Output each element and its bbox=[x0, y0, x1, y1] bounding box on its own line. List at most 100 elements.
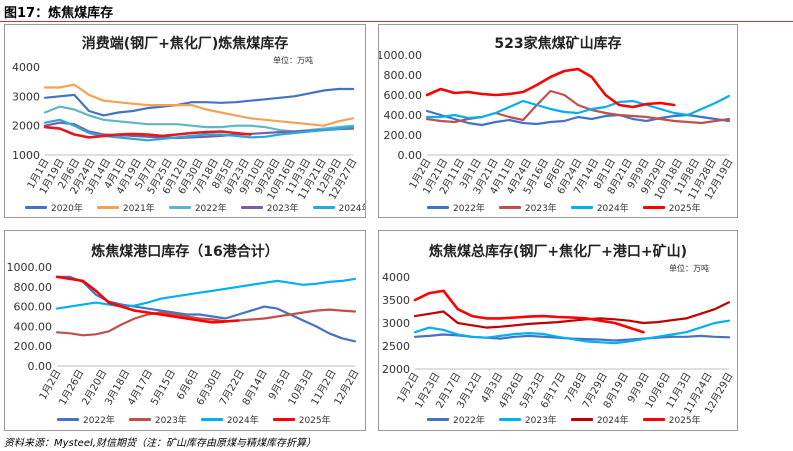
legend-item: 2023年 bbox=[128, 413, 187, 426]
legend-item: 2025年 bbox=[642, 413, 701, 426]
series-line-2023年 bbox=[55, 308, 357, 337]
chart-unit: 单位：万吨 bbox=[273, 56, 313, 65]
legend-swatch bbox=[427, 206, 449, 209]
chart-legend: 2022年 2023年 2024年 2025年 bbox=[57, 413, 345, 426]
series-line-2025年 bbox=[413, 289, 645, 334]
legend-label: 2020年 bbox=[51, 204, 83, 214]
y-tick-label: 800.00 bbox=[384, 69, 423, 82]
y-tick-label: 600.00 bbox=[384, 89, 423, 102]
legend-swatch bbox=[642, 418, 665, 421]
legend-swatch bbox=[57, 418, 79, 421]
y-tick-label: 1000 bbox=[12, 149, 40, 162]
figure-title: 图17：炼焦煤库存 bbox=[4, 6, 114, 21]
chart-legend: 2020年2021年2022年2023年2024年2025年 bbox=[25, 201, 365, 214]
chart-plot: 10002000300040001月1日1月19日2月6日2月24日3月14日4… bbox=[12, 61, 360, 202]
legend-item: 2023年 bbox=[240, 201, 299, 214]
legend-label: 2024年 bbox=[596, 204, 629, 214]
series-line-2023年 bbox=[413, 319, 731, 345]
legend-label: 2021年 bbox=[122, 204, 155, 214]
legend-item: 2020年 bbox=[25, 201, 83, 214]
chart-plot: 200025003000350040001月2日1月23日2月17日3月12日4… bbox=[382, 271, 736, 416]
legend-label: 2025年 bbox=[668, 204, 701, 214]
series-line-2020年 bbox=[43, 87, 355, 117]
y-tick-label: 3000 bbox=[12, 90, 40, 103]
legend-swatch bbox=[570, 206, 593, 209]
y-tick-label: 600.00 bbox=[14, 301, 53, 314]
legend-label: 2023年 bbox=[524, 204, 557, 214]
y-tick-label: 2000 bbox=[382, 363, 410, 376]
y-tick-label: 1000.00 bbox=[379, 49, 422, 62]
y-tick-label: 3500 bbox=[382, 294, 410, 307]
chart-plot: 0.00200.00400.00600.00800.001000.001月2日1… bbox=[7, 261, 362, 407]
chart-title: 炼焦煤港口库存（16港合计） bbox=[91, 244, 279, 260]
series-line-2025年 bbox=[43, 125, 252, 139]
chart-panel-mine-inventory: 523家焦煤矿山库存 0.00 200.00 400.00 600.00 800.00 1… bbox=[378, 24, 738, 218]
y-tick-label: 200.00 bbox=[384, 129, 423, 142]
legend-label: 2023年 bbox=[266, 204, 299, 214]
legend-swatch bbox=[272, 418, 295, 421]
legend-item: 2024年 bbox=[570, 201, 629, 214]
legend-label: 2023年 bbox=[524, 416, 557, 426]
chart-panel-total-inventory: 炼焦煤总库存(钢厂+焦化厂+港口+矿山) 单位：万吨 2000 2500 3000 3… bbox=[378, 230, 738, 431]
legend-swatch bbox=[200, 418, 223, 421]
legend-label: 2024年 bbox=[338, 204, 365, 214]
legend-item: 2023年 bbox=[498, 201, 557, 214]
legend-item: 2023年 bbox=[498, 413, 557, 426]
legend-item: 2024年 bbox=[570, 413, 629, 426]
chart-title: 消费端(钢厂+焦化厂)炼焦煤库存 bbox=[81, 36, 289, 52]
legend-swatch bbox=[240, 206, 263, 209]
legend-item: 2022年 bbox=[427, 413, 485, 426]
legend-item: 2022年 bbox=[57, 413, 115, 426]
y-tick-label: 1000.00 bbox=[7, 261, 53, 274]
series-line-2024年 bbox=[55, 277, 357, 310]
legend-item: 2021年 bbox=[96, 201, 155, 214]
y-tick-label: 400.00 bbox=[384, 109, 423, 122]
legend-swatch bbox=[168, 206, 191, 209]
y-tick-label: 0.00 bbox=[28, 360, 53, 373]
header-divider bbox=[0, 21, 793, 22]
legend-swatch bbox=[427, 418, 449, 421]
y-tick-label: 4000 bbox=[382, 271, 410, 284]
source-note: 资料来源：Mysteel,财信期货（注：矿山库存由原煤与精煤库存折算） bbox=[4, 438, 316, 449]
legend-label: 2023年 bbox=[154, 416, 187, 426]
chart-title: 523家焦煤矿山库存 bbox=[494, 36, 622, 52]
legend-label: 2022年 bbox=[453, 204, 485, 214]
chart-plot: 0.00200.00400.00600.00800.001000.001月2日1… bbox=[379, 49, 736, 202]
y-tick-label: 2000 bbox=[12, 120, 40, 133]
chart-legend: 2022年 2023年 2024年 2025年 bbox=[427, 413, 715, 426]
y-tick-label: 4000 bbox=[12, 61, 40, 74]
legend-item: 2024年 bbox=[312, 201, 365, 214]
series-line-2022年 bbox=[43, 105, 355, 133]
legend-swatch bbox=[96, 206, 119, 209]
legend-swatch bbox=[128, 418, 151, 421]
chart-panel-port-inventory: 炼焦煤港口库存（16港合计） 0.00 200.00 400.00 600.00 800… bbox=[4, 230, 366, 431]
y-tick-label: 400.00 bbox=[14, 320, 53, 333]
legend-label: 2022年 bbox=[194, 204, 227, 214]
chart-legend: 2022年 2023年 2024年 2025年 bbox=[427, 201, 715, 214]
y-tick-label: 800.00 bbox=[14, 281, 53, 294]
series-line-2022年 bbox=[425, 109, 731, 127]
series-line-2021年 bbox=[43, 83, 355, 127]
legend-item: 2024年 bbox=[200, 413, 259, 426]
legend-swatch bbox=[570, 418, 593, 421]
legend-item: 2025年 bbox=[272, 413, 331, 426]
legend-item: 2022年 bbox=[168, 201, 227, 214]
legend-label: 2025年 bbox=[668, 416, 701, 426]
legend-swatch bbox=[642, 206, 665, 209]
legend-label: 2022年 bbox=[453, 416, 485, 426]
legend-item: 2022年 bbox=[427, 201, 485, 214]
legend-item: 2025年 bbox=[642, 201, 701, 214]
legend-swatch bbox=[498, 206, 521, 209]
series-line-2022年 bbox=[55, 275, 357, 343]
y-tick-label: 0.00 bbox=[398, 149, 423, 162]
chart-title: 炼焦煤总库存(钢厂+焦化厂+港口+矿山) bbox=[429, 244, 687, 260]
series-line-2025年 bbox=[425, 67, 676, 109]
legend-label: 2024年 bbox=[596, 416, 629, 426]
y-tick-label: 200.00 bbox=[14, 340, 53, 353]
y-tick-label: 3000 bbox=[382, 317, 410, 330]
legend-label: 2025年 bbox=[298, 416, 331, 426]
figure-header: 图17：炼焦煤库存 bbox=[0, 0, 793, 22]
series-line-2025年 bbox=[55, 275, 240, 324]
legend-swatch bbox=[498, 418, 521, 421]
legend-swatch bbox=[312, 206, 335, 209]
